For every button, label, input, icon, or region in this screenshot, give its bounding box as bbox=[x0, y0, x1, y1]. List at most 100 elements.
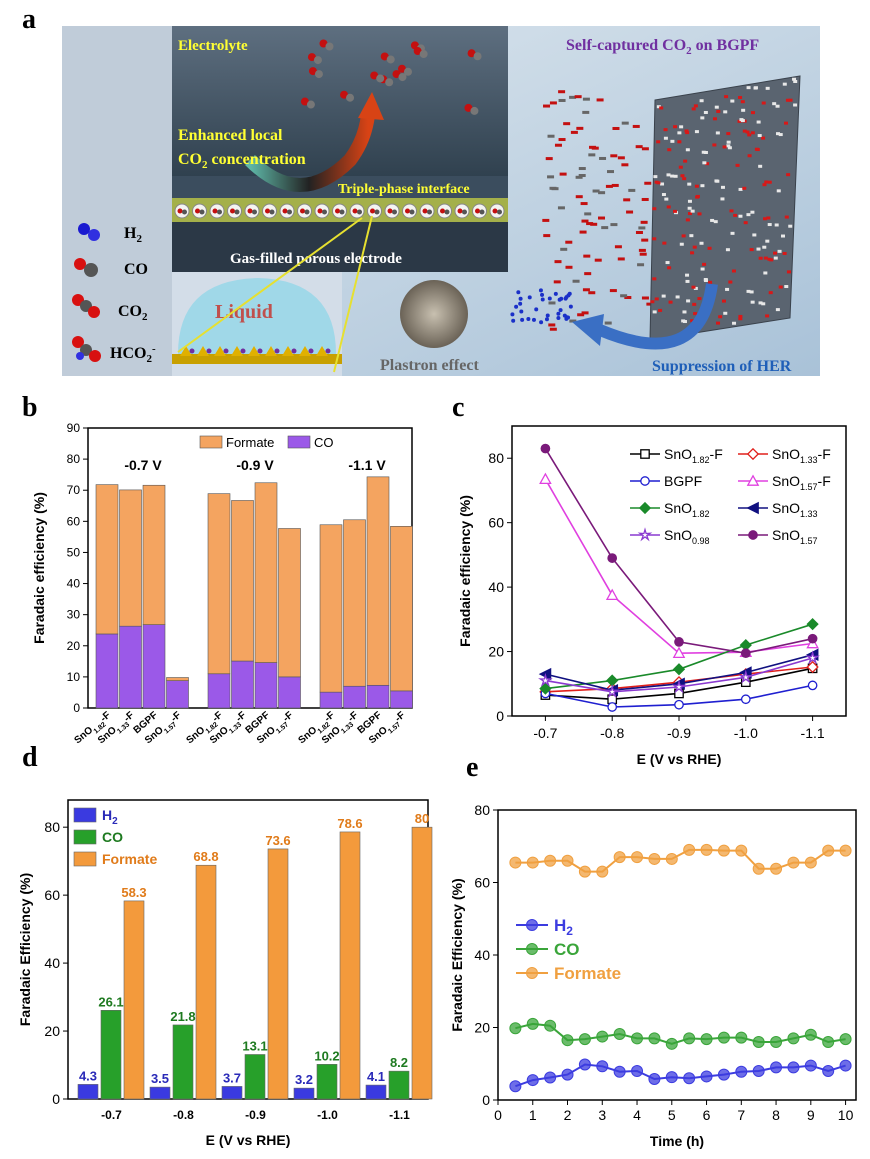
x-tick-label: 6 bbox=[703, 1107, 711, 1123]
y-tick-label: 0 bbox=[496, 708, 504, 724]
membrane-molecule bbox=[768, 291, 773, 295]
schematic-panel-a: Electrolyte Enhanced local CO2 concentra… bbox=[62, 26, 820, 376]
co2-molecule bbox=[560, 247, 568, 251]
membrane-molecule bbox=[765, 239, 770, 243]
bubble-o bbox=[300, 208, 305, 214]
membrane-molecule bbox=[707, 246, 712, 250]
bar-formate bbox=[142, 484, 166, 625]
membrane-molecule bbox=[663, 128, 668, 132]
membrane-molecule bbox=[705, 162, 710, 166]
membrane-molecule bbox=[703, 151, 708, 155]
co2-molecule bbox=[581, 311, 589, 315]
membrane-molecule bbox=[729, 209, 734, 213]
membrane-molecule bbox=[652, 310, 657, 314]
data-point bbox=[561, 854, 574, 867]
membrane-molecule bbox=[784, 285, 789, 289]
molecule-o bbox=[467, 49, 476, 58]
data-point bbox=[613, 1065, 626, 1078]
data-label: 3.2 bbox=[295, 1072, 313, 1087]
bar-co bbox=[254, 662, 278, 709]
legend-marker bbox=[526, 943, 538, 955]
data-point bbox=[544, 1071, 557, 1084]
membrane-molecule bbox=[730, 231, 735, 235]
x-tick-label: -0.7 bbox=[533, 725, 557, 741]
legend-hco2-label: HCO2- bbox=[110, 343, 156, 365]
co2-molecule bbox=[554, 143, 562, 147]
x-tick-label: 2 bbox=[564, 1107, 572, 1123]
membrane-molecule bbox=[740, 100, 745, 104]
data-point bbox=[752, 862, 765, 875]
interface-spike bbox=[180, 346, 192, 356]
bar-co bbox=[366, 684, 390, 709]
data-label: 8.2 bbox=[390, 1055, 408, 1070]
bubble-c bbox=[392, 209, 397, 215]
membrane-molecule bbox=[703, 110, 708, 114]
data-point bbox=[596, 1030, 609, 1043]
membrane-molecule bbox=[767, 223, 772, 227]
co2-molecule bbox=[551, 187, 559, 191]
membrane-molecule bbox=[778, 133, 783, 137]
bubble-o bbox=[195, 208, 200, 214]
membrane-molecule bbox=[778, 285, 783, 289]
legend-marker bbox=[637, 527, 653, 542]
gas-filled-label: Gas-filled porous electrode bbox=[230, 251, 402, 267]
data-point bbox=[665, 1037, 678, 1050]
data-point bbox=[604, 684, 620, 699]
bubble-c bbox=[199, 209, 205, 215]
co2-molecule bbox=[620, 294, 628, 298]
h2-molecule bbox=[516, 290, 521, 295]
h2-molecule bbox=[567, 291, 572, 296]
membrane-molecule bbox=[689, 234, 694, 238]
y-tick-label: 80 bbox=[474, 802, 490, 818]
membrane-molecule bbox=[784, 215, 789, 219]
interface-spike bbox=[316, 346, 328, 356]
data-label: 80 bbox=[415, 811, 429, 826]
co2-molecule bbox=[614, 245, 622, 249]
x-tick-label: 10 bbox=[838, 1107, 854, 1123]
bar-co bbox=[100, 1010, 122, 1100]
bubble-c bbox=[217, 209, 222, 215]
co2-molecule bbox=[605, 184, 613, 188]
bar-formate bbox=[343, 519, 366, 687]
membrane-molecule bbox=[743, 221, 748, 225]
membrane-molecule bbox=[723, 311, 728, 315]
membrane-molecule bbox=[782, 82, 787, 86]
co2-molecule bbox=[612, 126, 620, 130]
membrane-molecule bbox=[785, 98, 790, 102]
membrane-molecule bbox=[664, 197, 669, 201]
y-tick-label: 60 bbox=[474, 875, 490, 891]
bar-formate bbox=[267, 848, 289, 1100]
membrane-molecule bbox=[685, 273, 690, 277]
bar-co bbox=[142, 624, 166, 709]
co2-molecule bbox=[579, 230, 587, 234]
membrane-molecule bbox=[788, 98, 793, 102]
data-point bbox=[665, 1071, 678, 1084]
liquid-droplet bbox=[178, 278, 336, 354]
legend-marker bbox=[640, 449, 650, 459]
data-point bbox=[839, 1033, 852, 1046]
membrane-molecule bbox=[699, 241, 704, 245]
membrane-molecule bbox=[656, 140, 661, 144]
legend-label: SnO1.33-F bbox=[772, 446, 831, 465]
bubble-o bbox=[405, 208, 410, 214]
data-point bbox=[735, 844, 748, 857]
droplet-molecule bbox=[325, 348, 331, 354]
triple-phase-bubbles bbox=[174, 203, 505, 219]
data-point bbox=[526, 1074, 539, 1087]
data-point bbox=[578, 1058, 591, 1071]
y-tick-label: 20 bbox=[44, 1023, 60, 1039]
y-axis-title: Faradaic Efficiency (%) bbox=[17, 873, 33, 1026]
membrane-molecule bbox=[786, 270, 791, 274]
legend-marker bbox=[526, 967, 538, 979]
electrolyte-molecules bbox=[300, 39, 482, 115]
co2-molecule bbox=[635, 230, 643, 234]
membrane-molecule bbox=[658, 308, 663, 312]
data-point bbox=[544, 854, 557, 867]
membrane-molecule bbox=[693, 286, 698, 290]
membrane-molecule bbox=[726, 140, 731, 144]
membrane-molecule bbox=[682, 310, 687, 314]
molecule-c bbox=[473, 52, 482, 61]
data-label: 10.2 bbox=[314, 1048, 339, 1063]
membrane-molecule bbox=[722, 145, 727, 149]
h2-molecule bbox=[562, 313, 567, 318]
